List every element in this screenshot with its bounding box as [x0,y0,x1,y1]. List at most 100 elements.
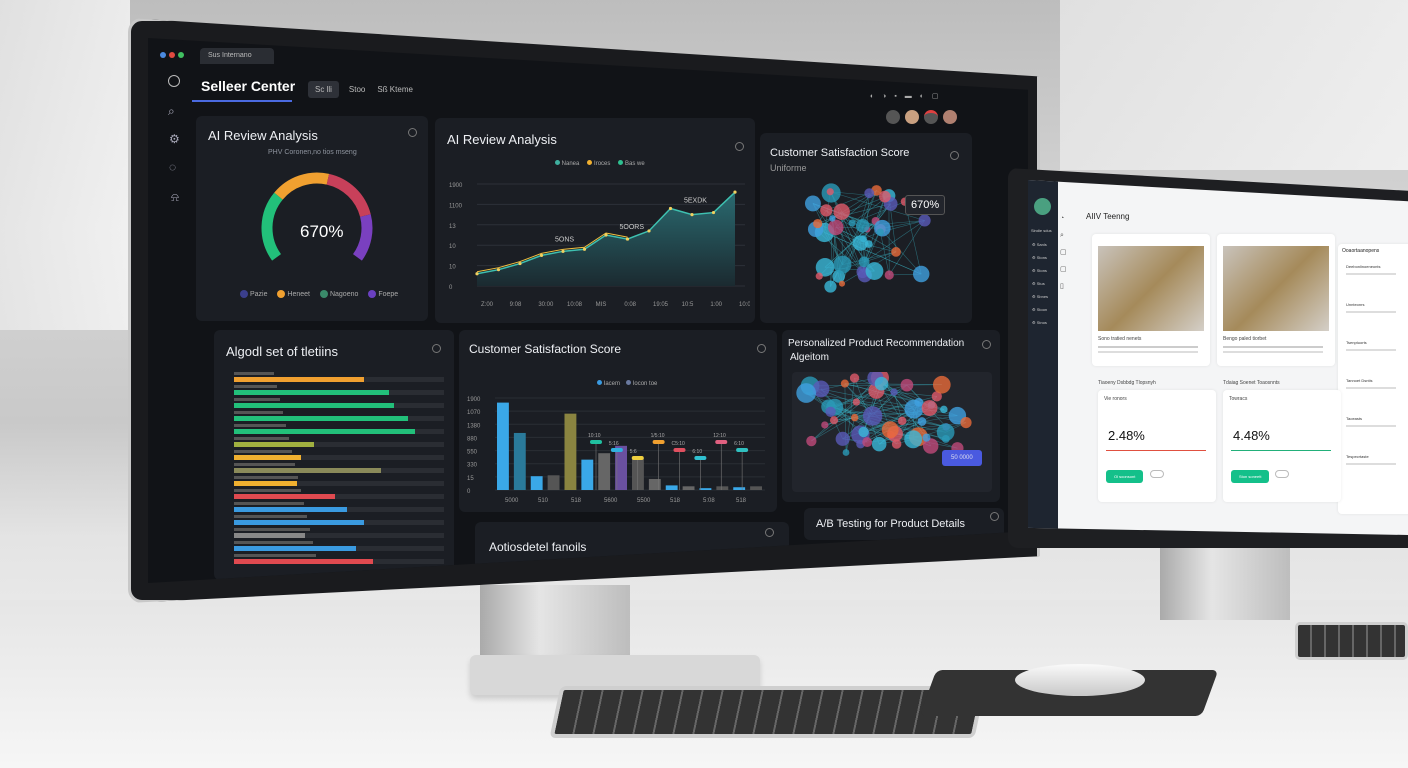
bar[interactable] [598,453,611,490]
user-avatar[interactable] [1034,198,1051,215]
bar[interactable] [750,486,762,490]
bar[interactable] [547,475,560,490]
right-panel-item[interactable]: Unnteonrs [1346,302,1396,340]
search-icon[interactable]: ⌕ [168,104,175,118]
hbar-row[interactable] [228,411,450,424]
bar[interactable] [648,478,661,490]
sidebar-item[interactable]: ⚙ Stons [1032,268,1047,273]
sidebar-item[interactable]: ⚙ Stnos [1032,320,1047,325]
tab-3[interactable]: Sß Kteme [377,85,413,94]
network-node [940,405,948,414]
bar[interactable] [716,486,729,490]
keyboard-second[interactable] [1295,622,1408,660]
x-tick-label: 9:08 [510,302,522,308]
user-avatar[interactable] [943,110,957,124]
metric-value: 4.48% [1233,428,1270,443]
bar[interactable] [699,488,712,490]
sidebar-item[interactable]: ⚙ Stoon [1032,307,1048,312]
hbar-row[interactable] [228,476,450,489]
avatar[interactable] [886,110,900,124]
product-card[interactable]: Bengo paled tiorbet [1217,234,1335,366]
hbar-row[interactable] [228,489,450,502]
right-panel-item[interactable]: Tsenptuorts [1346,340,1396,378]
hbar-row[interactable] [228,463,450,476]
mouse[interactable] [1015,664,1145,696]
bell-icon[interactable]: ⍾ [171,190,179,204]
window-dot[interactable] [160,52,166,58]
bar[interactable] [665,485,678,490]
network-node [806,435,817,447]
panel-menu-icon[interactable] [408,128,417,137]
bar[interactable] [581,459,594,490]
hbar-row[interactable] [228,450,450,463]
bar[interactable] [513,432,526,490]
hbar-row[interactable] [228,372,450,385]
network-node [871,436,887,452]
menu-icon[interactable] [168,75,180,87]
window-dot[interactable] [178,52,184,58]
network-node [890,388,898,396]
hbar-row[interactable] [228,502,450,515]
right-panel-item[interactable]: Tannoet Dsntis [1346,378,1396,416]
bar[interactable] [497,402,509,490]
sidebar-item[interactable]: ⚙ Stus [1032,281,1045,286]
sidebar-item[interactable]: ⚙ Sbnes [1032,294,1049,299]
bar[interactable] [682,486,695,490]
network-container: 50 0000 [792,368,992,492]
settings-icon[interactable]: ⚙ [169,132,180,146]
panel-menu-icon[interactable] [950,151,959,160]
hbar-row[interactable] [228,528,450,541]
secondary-button[interactable] [1150,470,1164,478]
recommendation-button[interactable]: 50 0000 [942,450,982,466]
line-legend: Nanea Iroces Bas we [555,160,645,167]
data-label: 6:10 [692,449,702,455]
network-node [813,218,823,229]
right-panel-item[interactable]: Taoeasts [1346,416,1396,454]
hbar-row[interactable] [228,541,450,554]
network-node [828,219,844,236]
metric-button[interactable]: Ol soonsont [1106,470,1144,483]
sidebar-item[interactable]: ⚙ Sanls [1032,242,1047,247]
hbar-row[interactable] [228,515,450,528]
app-title-underline [192,100,292,102]
right-panel-item[interactable]: Deebonlinoeneonts [1346,264,1396,302]
secondary-button[interactable] [1275,470,1289,478]
window-dot[interactable] [169,52,175,58]
browser-tab[interactable]: Sus Internano [200,48,274,64]
bar[interactable] [530,476,543,490]
main-monitor-stand [480,585,630,665]
metric-button[interactable]: Ston soneett [1231,470,1270,483]
legend-item: Nagoeno [320,290,358,298]
panel-menu-icon[interactable] [432,344,441,353]
bar[interactable] [564,413,577,490]
tab-2[interactable]: Stoo [348,85,366,94]
right-panel-item[interactable]: Tespecrtaste [1346,454,1396,492]
gauge-chart [261,172,373,261]
hbar-fill [234,507,348,512]
panel-menu-icon[interactable] [982,340,991,349]
network-node [897,416,907,426]
tab-1[interactable]: Sc lli [308,81,339,98]
bar[interactable] [733,487,746,490]
chat-icon[interactable]: ◌ [169,160,177,174]
bar[interactable] [615,445,627,490]
second-sidebar: Sindie sdus ⚙ Sanls ⚙ Stons ⚙ Stons ⚙ Stus ⚙… [1028,180,1058,535]
hbar-row[interactable] [228,398,450,411]
product-card[interactable]: Sono tratied nenets [1092,234,1210,366]
hbar-row[interactable] [228,424,450,437]
data-point [561,249,565,253]
panel-menu-icon[interactable] [765,528,774,537]
sidebar-item[interactable]: ⚙ Stons [1032,255,1047,260]
notification-avatar[interactable] [924,110,938,124]
hbar-row[interactable] [228,554,450,567]
y-tick-label: 1900 [449,183,463,189]
hbar-row[interactable] [228,437,450,450]
network-node [917,417,927,426]
panel-menu-icon[interactable] [757,344,766,353]
panel-menu-icon[interactable] [990,512,999,521]
right-panel: Ooaortaanopens Deebonlinoeneonts Unnteonr… [1338,244,1408,514]
hbar-row[interactable] [228,385,450,398]
second-icon-rail: ◔ ⌕ ▢ ▢ ▯ [1060,215,1067,290]
panel-menu-icon[interactable] [735,142,744,151]
avatar[interactable] [905,110,919,124]
